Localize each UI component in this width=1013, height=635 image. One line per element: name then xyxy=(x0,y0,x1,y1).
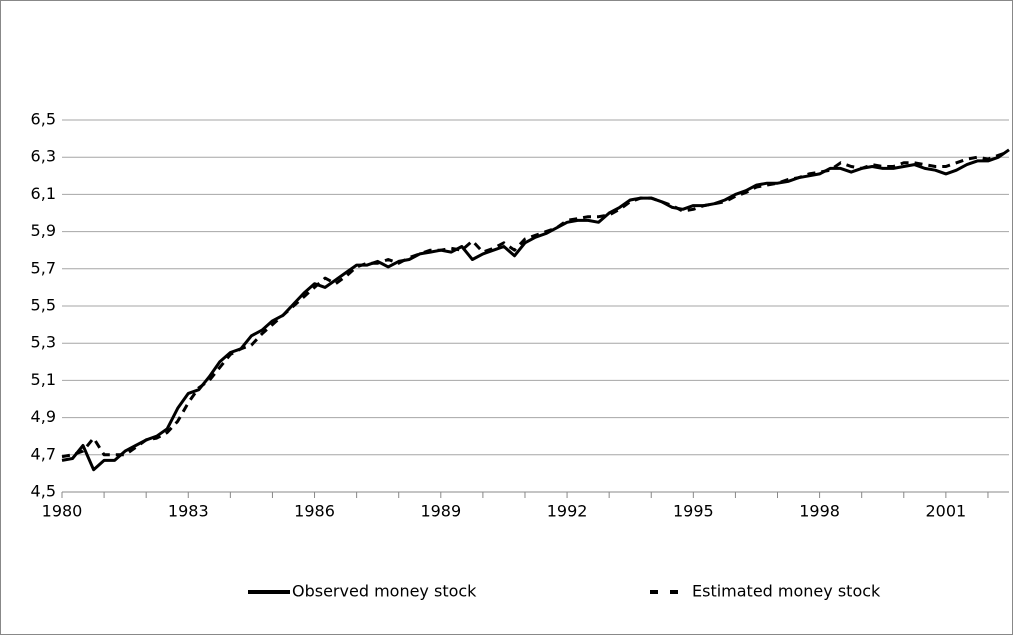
x-tick-label: 1986 xyxy=(294,502,335,521)
x-tick-label: 1992 xyxy=(547,502,588,521)
legend-label: Observed money stock xyxy=(292,582,477,601)
y-tick-label: 5,9 xyxy=(31,221,56,240)
y-tick-label: 5,3 xyxy=(31,333,56,352)
y-tick-label: 5,7 xyxy=(31,258,56,277)
y-tick-label: 5,1 xyxy=(31,370,56,389)
y-tick-label: 6,3 xyxy=(31,147,56,166)
x-tick-label: 2001 xyxy=(926,502,967,521)
x-tick-label: 1980 xyxy=(42,502,83,521)
y-tick-label: 6,1 xyxy=(31,184,56,203)
x-tick-label: 1998 xyxy=(799,502,840,521)
y-tick-label: 4,7 xyxy=(31,444,56,463)
x-tick-label: 1995 xyxy=(673,502,714,521)
series-line xyxy=(61,150,1010,459)
x-tick-label: 1989 xyxy=(420,502,461,521)
y-tick-label: 4,5 xyxy=(31,482,56,501)
y-tick-label: 4,9 xyxy=(31,407,56,426)
legend-label: Estimated money stock xyxy=(692,582,881,601)
series-line xyxy=(61,148,1010,472)
x-tick-label: 1983 xyxy=(168,502,209,521)
y-tick-label: 5,5 xyxy=(31,296,56,315)
y-tick-label: 6,5 xyxy=(31,110,56,129)
